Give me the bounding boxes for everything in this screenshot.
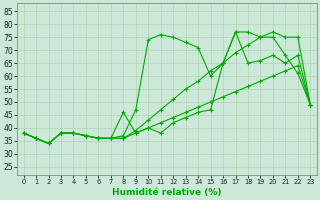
X-axis label: Humidité relative (%): Humidité relative (%) [112,188,222,197]
